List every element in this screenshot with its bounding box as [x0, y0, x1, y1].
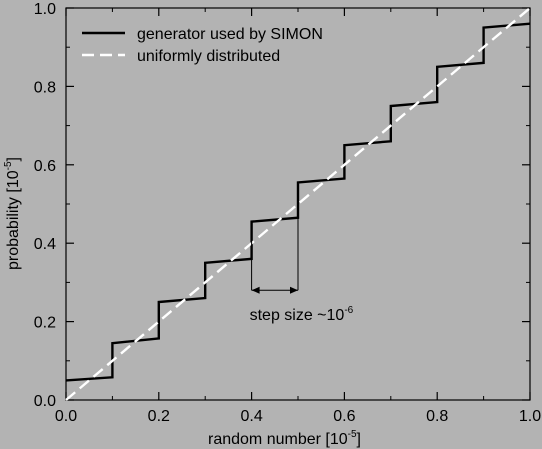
y-tick-label: 0.0: [34, 393, 56, 410]
legend: generator used by SIMON uniformly distri…: [82, 26, 323, 65]
annotation-arrowhead-left: [251, 286, 260, 294]
x-tick-label: 0.4: [240, 408, 262, 425]
x-axis-label-main: random number [10: [208, 431, 348, 448]
legend-label-simon: generator used by SIMON: [137, 26, 323, 43]
x-axis-label-end: ]: [357, 431, 361, 448]
x-tick-label: 0.8: [426, 408, 448, 425]
x-tick-label: 0.6: [333, 408, 355, 425]
annotation-arrowhead-right: [290, 286, 298, 294]
legend-label-uniform: uniformly distributed: [137, 48, 280, 65]
axis-tick-labels: 0.0 0.2 0.4 0.6 0.8 1.0 0.0 0.2 0.4 0.6 0.8 1.0: [34, 1, 541, 425]
x-tick-label: 0.0: [55, 408, 77, 425]
x-tick-label: 0.2: [148, 408, 170, 425]
annotation-label: step size ~10-6: [250, 305, 354, 324]
annotation-label-main: step size ~10: [250, 307, 345, 324]
y-tick-label: 0.6: [34, 158, 56, 175]
y-axis-label-main: probability [10: [5, 170, 22, 270]
y-axis-label-exponent: -5: [3, 161, 14, 170]
x-axis-label-exponent: -5: [348, 429, 357, 440]
y-tick-label: 0.8: [34, 79, 56, 96]
y-axis-label: probability [10-5]: [3, 157, 22, 270]
step-size-annotation: step size ~10-6: [250, 182, 354, 324]
y-tick-label: 0.4: [34, 236, 56, 253]
annotation-label-exponent: -6: [344, 305, 353, 316]
axis-ticks: [65, 7, 531, 401]
y-axis-label-end: ]: [5, 157, 22, 161]
x-axis-label: random number [10-5]: [208, 429, 361, 448]
series-uniform-line: [65, 7, 531, 401]
y-tick-label: 1.0: [34, 1, 56, 18]
y-tick-label: 0.2: [34, 315, 56, 332]
x-tick-label: 1.0: [519, 408, 541, 425]
